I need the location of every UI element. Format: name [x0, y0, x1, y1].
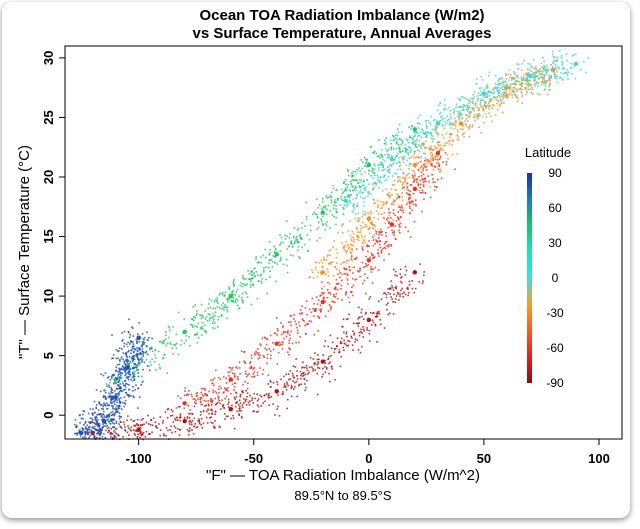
data-point	[573, 61, 579, 67]
colorbar	[527, 173, 532, 383]
y-axis-label: "T" — Surface Temperature (°C)	[16, 145, 33, 359]
chart-title-line2: vs Surface Temperature, Annual Averages	[192, 25, 491, 42]
x-axis: -100 -50 0 50 100	[126, 439, 610, 466]
series-cloud	[74, 318, 153, 441]
series-cloud	[308, 53, 566, 288]
x-tick-label: 50	[477, 451, 491, 466]
data-point	[412, 127, 418, 132]
colorbar-tick-label: -90	[546, 376, 564, 390]
data-point	[389, 156, 395, 162]
colorbar-tick-label: 60	[548, 201, 562, 215]
y-tick-label: 15	[41, 229, 56, 243]
x-tick-label: 0	[365, 451, 372, 466]
x-tick-label: -50	[244, 451, 263, 466]
y-axis: 0 5 10 15 20 25 30	[41, 51, 65, 419]
data-point	[182, 418, 187, 424]
x-tick-label: -100	[126, 451, 152, 466]
colorbar-tick-label: -30	[546, 306, 564, 320]
y-tick-label: 20	[41, 170, 56, 184]
y-tick-label: 0	[41, 412, 56, 419]
series-cloud	[175, 147, 456, 420]
y-tick-label: 30	[41, 51, 56, 65]
y-tick-label: 5	[41, 352, 56, 359]
data-point	[182, 401, 187, 406]
colorbar-title: Latitude	[525, 145, 571, 160]
data-point	[366, 317, 372, 323]
data-point	[366, 216, 372, 221]
colorbar-tick-label: -60	[546, 341, 564, 355]
series-cloud	[332, 49, 589, 220]
colorbar-legend: Latitude 90 60 30 0 -30 -60 -90	[525, 145, 571, 390]
plot-area-border	[64, 45, 623, 440]
data-point	[458, 121, 464, 126]
colorbar-tick-label: 0	[552, 271, 559, 285]
series-cloud	[105, 122, 428, 397]
data-point	[274, 389, 279, 394]
colorbar-tick-label: 90	[548, 166, 562, 180]
chart-frame: Ocean TOA Radiation Imbalance (W/m2) vs …	[2, 2, 630, 518]
x-axis-label: "F" — TOA Radiation Imbalance (W/m^2)	[206, 467, 480, 484]
data-point	[320, 270, 325, 275]
series-cloud	[75, 263, 425, 441]
y-tick-label: 10	[41, 289, 56, 303]
y-tick-label: 25	[41, 110, 56, 124]
chart-title-line1: Ocean TOA Radiation Imbalance (W/m2)	[199, 7, 484, 24]
x-axis-subtitle: 89.5°N to 89.5°S	[294, 488, 391, 503]
x-tick-label: 100	[588, 451, 610, 466]
colorbar-tick-label: 30	[548, 236, 562, 250]
data-point	[435, 150, 441, 156]
scatter-points	[74, 49, 589, 441]
